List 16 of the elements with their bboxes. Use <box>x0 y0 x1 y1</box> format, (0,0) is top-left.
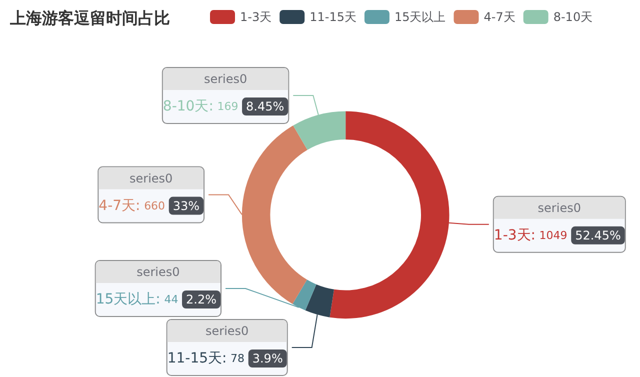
text: series0 <box>136 265 180 279</box>
text: series0 <box>130 171 173 186</box>
legend-label: 1-3天 <box>240 10 272 24</box>
text: series0 <box>204 72 248 86</box>
slice-label: series0 <box>206 324 249 338</box>
chart-title: 上海游客逗留时间占比 <box>9 8 170 28</box>
data-label: 4-7天: 660 33% <box>98 198 200 214</box>
legend-label: 15天以上 <box>394 10 446 24</box>
text: series0 <box>538 200 581 215</box>
data-label: 1-3天: 1049 52.45% <box>494 227 621 244</box>
data-label: 8-10天: 169 8.45% <box>162 98 284 115</box>
legend-label: 8-10天 <box>553 10 593 24</box>
legend-label: 4-7天 <box>484 10 516 24</box>
legend-label: 11-15天 <box>310 10 356 24</box>
data-label: 15天以上: 44 2.2% <box>96 292 217 308</box>
data-label: 11-15天: 78 3.9% <box>167 350 283 366</box>
